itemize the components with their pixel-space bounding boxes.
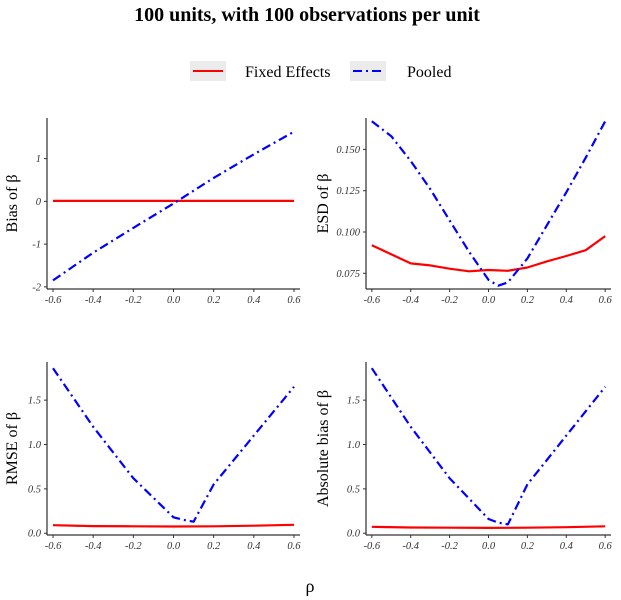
- x-tick-label: 0.4: [247, 541, 261, 552]
- y-tick-label: 0.150: [336, 145, 360, 156]
- x-tick-label: 0.6: [599, 295, 613, 306]
- y-tick-label: 1.0: [347, 440, 361, 451]
- x-tick-label: -0.6: [45, 295, 62, 306]
- x-tick-label: 0.2: [207, 541, 221, 552]
- x-tick-label: 0.4: [247, 295, 261, 306]
- y-tick-label: 1.0: [28, 440, 42, 451]
- x-tick-label: 0.2: [521, 541, 535, 552]
- y-axis-label: Bias of β: [4, 175, 21, 233]
- y-tick-label: 1.5: [28, 396, 41, 407]
- x-tick-label: 0.0: [167, 541, 181, 552]
- series-line-pooled: [52, 130, 295, 282]
- x-tick-label: -0.4: [402, 541, 419, 552]
- x-tick-label: 0.0: [482, 541, 496, 552]
- y-tick-label: 0.5: [28, 484, 41, 495]
- series-line-pooled: [370, 367, 607, 526]
- series-line-fixed-effects: [371, 235, 606, 273]
- y-tick-label: 0: [36, 197, 42, 208]
- x-tick-label: -0.4: [85, 541, 102, 552]
- series-line-fixed-effects: [371, 525, 606, 530]
- legend-item-pooled: Pooled: [350, 61, 451, 81]
- x-tick-label: -0.2: [441, 295, 458, 306]
- x-tick-label: 0.0: [482, 295, 496, 306]
- shared-x-axis-label: ρ: [306, 576, 315, 596]
- y-tick-label: 0.125: [336, 186, 360, 197]
- series-line-fixed-effects: [52, 523, 295, 528]
- x-tick-label: -0.6: [364, 295, 381, 306]
- y-tick-label: -1: [32, 240, 41, 251]
- legend-item-fixed-effects: Fixed Effects: [190, 61, 330, 81]
- y-axis-label: Absolute bias of β: [315, 390, 332, 507]
- x-tick-label: 0.6: [287, 541, 301, 552]
- panel-absbias: -0.6 -0.4 -0.2 0.0 0.2 0.4 0.6 0.0 0.5 1.0 1.5 Abso…: [315, 362, 612, 552]
- y-tick-label: -2: [32, 282, 41, 293]
- y-tick-label: 1.5: [347, 396, 360, 407]
- series-line-pooled: [52, 367, 295, 523]
- figure-title: 100 units, with 100 observations per uni…: [134, 4, 480, 26]
- panel-bias: -0.6 -0.4 -0.2 0.0 0.2 0.4 0.6 -2 -1 0 1 Bias of β: [4, 118, 301, 306]
- x-tick-label: 0.2: [521, 295, 535, 306]
- y-tick-label: 0.0: [28, 529, 42, 540]
- x-tick-label: 0.6: [599, 541, 613, 552]
- y-tick-label: 0.0: [347, 529, 361, 540]
- x-tick-label: 0.2: [207, 295, 221, 306]
- x-tick-label: -0.2: [125, 541, 142, 552]
- panel-esd: -0.6 -0.4 -0.2 0.0 0.2 0.4 0.6 0.075 0.100 0.125 0…: [315, 118, 612, 306]
- y-tick-label: 1: [36, 154, 41, 165]
- x-tick-label: 0.4: [560, 295, 574, 306]
- panel-rmse: -0.6 -0.4 -0.2 0.0 0.2 0.4 0.6 0.0 0.5 1.0 1.5 RMSE…: [4, 362, 301, 552]
- y-axis-label: RMSE of β: [4, 412, 21, 485]
- x-tick-label: -0.6: [45, 541, 62, 552]
- legend-label-fixed-effects: Fixed Effects: [245, 64, 330, 81]
- y-tick-label: 0.100: [336, 228, 360, 239]
- legend-label-pooled: Pooled: [407, 64, 451, 81]
- y-axis-label: ESD of β: [315, 174, 332, 234]
- series-line-pooled: [371, 120, 607, 287]
- x-tick-label: -0.2: [125, 295, 142, 306]
- x-tick-label: 0.6: [287, 295, 301, 306]
- x-tick-label: -0.2: [441, 541, 458, 552]
- x-tick-label: -0.6: [364, 541, 381, 552]
- legend: Fixed Effects Pooled: [190, 61, 451, 81]
- y-tick-label: 0.5: [347, 484, 360, 495]
- x-tick-label: 0.0: [167, 295, 181, 306]
- y-tick-label: 0.075: [336, 269, 360, 280]
- x-tick-label: 0.4: [560, 541, 574, 552]
- x-tick-label: -0.4: [85, 295, 102, 306]
- x-tick-label: -0.4: [402, 295, 419, 306]
